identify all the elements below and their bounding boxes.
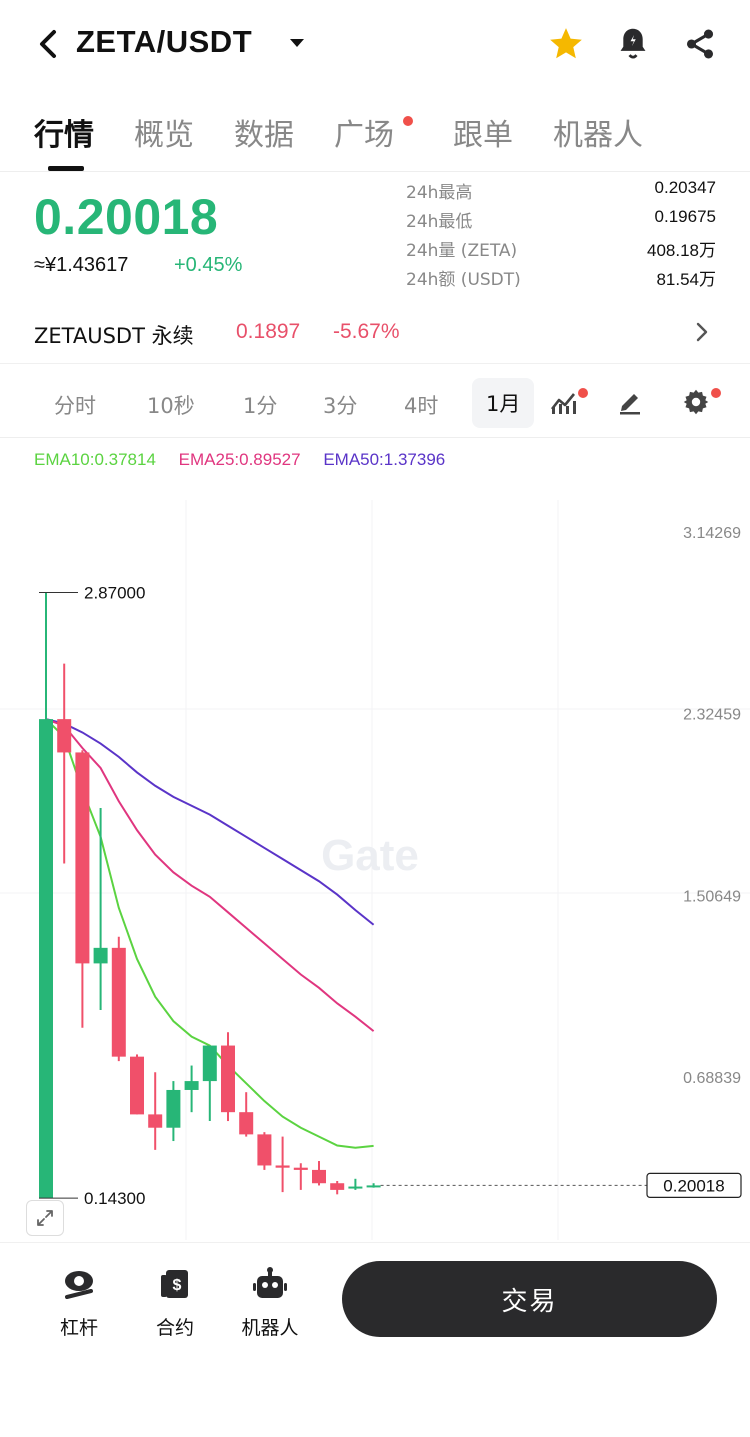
share-icon[interactable] — [680, 24, 720, 64]
interval-3m[interactable]: 3分 — [323, 394, 358, 418]
candle-body — [239, 1112, 254, 1135]
candle-body — [166, 1089, 181, 1128]
perp-price: 0.1897 — [236, 320, 301, 343]
chart-svg[interactable]: Gate 3.14269 2.32459 1.50649 0.68839 2.8700… — [0, 480, 750, 1240]
leverage-label: 杠杆 — [59, 1317, 98, 1339]
candle-body — [75, 752, 90, 964]
gate-watermark: Gate — [321, 831, 419, 880]
last-price: 0.20018 — [34, 189, 219, 245]
candle-body — [312, 1169, 326, 1184]
candles — [39, 592, 381, 1199]
candle-body — [293, 1167, 308, 1170]
price-change: +0.45% — [174, 254, 243, 276]
settings-icon[interactable] — [678, 384, 714, 420]
stat-volume-label: 24h量 (ZETA) — [406, 241, 518, 261]
last-price-tag: 0.20018 — [663, 1176, 724, 1195]
expand-icon[interactable] — [26, 1200, 64, 1236]
candle-body — [366, 1185, 381, 1188]
ema25-label: EMA25:0.89527 — [178, 450, 301, 469]
y-tick-label: 3.14269 — [683, 525, 741, 542]
pair-title[interactable]: ZETA/USDT — [76, 24, 253, 59]
chart-grid — [0, 500, 750, 1240]
robot-label: 机器人 — [241, 1317, 299, 1339]
svg-text:$: $ — [173, 1277, 182, 1294]
candle-body — [202, 1045, 217, 1082]
robot-icon — [250, 1265, 290, 1305]
stat-turnover-value: 81.54万 — [656, 270, 716, 289]
ema-legend: EMA10:0.37814 EMA25:0.89527 EMA50:1.3739… — [34, 450, 463, 470]
high-marker-label: 2.87000 — [84, 584, 145, 603]
interval-10s[interactable]: 10秒 — [147, 394, 195, 418]
interval-1m[interactable]: 1分 — [243, 394, 278, 418]
settings-dot — [711, 388, 721, 398]
top-header: ZETA/USDT — [0, 0, 750, 90]
leverage-icon — [59, 1265, 99, 1305]
candle-body — [57, 719, 72, 753]
candle-body — [184, 1081, 199, 1090]
ema50-line — [45, 718, 375, 926]
candle-body — [130, 1056, 144, 1115]
chevron-down-icon[interactable] — [286, 32, 308, 54]
tab-copytrade[interactable]: 跟单 — [453, 118, 513, 153]
candle-body — [93, 947, 108, 964]
ema10-label: EMA10:0.37814 — [34, 450, 156, 469]
tab-market[interactable]: 行情 — [34, 118, 94, 153]
star-icon[interactable] — [546, 24, 586, 64]
candlestick-chart[interactable]: Gate 3.14269 2.32459 1.50649 0.68839 2.8700… — [0, 480, 750, 1240]
y-tick-label: 1.50649 — [683, 888, 741, 905]
interval-4h[interactable]: 4时 — [404, 394, 439, 418]
candle-body — [39, 719, 53, 1199]
candle-body — [148, 1114, 163, 1128]
perp-change: -5.67% — [333, 320, 400, 343]
tab-square[interactable]: 广场 — [334, 118, 394, 153]
stat-high-label: 24h最高 — [406, 183, 473, 203]
bottom-bar: 杠杆 $ 合约 机器人 交易 — [0, 1242, 750, 1352]
candle-body — [257, 1134, 272, 1166]
stat-high-value: 0.20347 — [654, 178, 716, 197]
tab-data[interactable]: 数据 — [234, 118, 294, 153]
low-marker-label: 0.14300 — [84, 1189, 145, 1208]
tab-overview[interactable]: 概览 — [134, 118, 194, 153]
interval-1mo[interactable]: 1月 — [472, 378, 535, 428]
candle-body — [221, 1045, 235, 1113]
tab-underline — [48, 166, 84, 171]
y-axis-labels: 3.14269 2.32459 1.50649 0.68839 — [683, 525, 741, 1087]
candle-body — [275, 1165, 290, 1168]
trade-button[interactable]: 交易 — [342, 1261, 717, 1337]
y-tick-label: 0.68839 — [683, 1070, 741, 1087]
stat-low-value: 0.19675 — [654, 207, 716, 226]
tab-bot[interactable]: 机器人 — [553, 118, 643, 153]
interval-bar: 分时 10秒 1分 3分 4时 1月 — [0, 366, 750, 438]
perpetual-row[interactable]: ZETAUSDT 永续 0.1897 -5.67% — [0, 302, 750, 364]
interval-timeshare[interactable]: 分时 — [54, 394, 96, 418]
draw-icon[interactable] — [612, 384, 648, 420]
bell-icon[interactable] — [613, 24, 653, 64]
back-icon[interactable] — [30, 26, 66, 62]
chevron-right-icon — [690, 320, 714, 344]
main-tabs: 行情 概览 数据 广场 跟单 机器人 — [0, 96, 750, 172]
perp-name: ZETAUSDT 永续 — [34, 324, 194, 348]
stat-volume-value: 408.18万 — [647, 241, 716, 260]
leverage-button[interactable]: 杠杆 — [34, 1265, 124, 1340]
price-cny: ≈¥1.43617 — [34, 254, 129, 276]
candle-body — [111, 947, 126, 1057]
robot-button[interactable]: 机器人 — [225, 1265, 315, 1340]
ema50-label: EMA50:1.37396 — [323, 450, 446, 469]
stat-low-label: 24h最低 — [406, 212, 473, 232]
candle-body — [330, 1183, 345, 1190]
contract-icon: $ — [155, 1265, 195, 1305]
contract-label: 合约 — [155, 1317, 194, 1339]
indicator-icon[interactable] — [546, 384, 582, 420]
indicator-dot — [578, 388, 588, 398]
notification-dot — [403, 116, 413, 126]
ema25-line — [45, 718, 375, 1032]
stat-turnover-label: 24h额 (USDT) — [406, 270, 521, 290]
price-markers: 2.87000 0.14300 0.20018 — [39, 584, 742, 1208]
contract-button[interactable]: $ 合约 — [130, 1265, 220, 1340]
last-price-tag-box — [646, 1172, 742, 1199]
y-tick-label: 2.32459 — [683, 707, 741, 724]
candle-body — [348, 1186, 363, 1189]
